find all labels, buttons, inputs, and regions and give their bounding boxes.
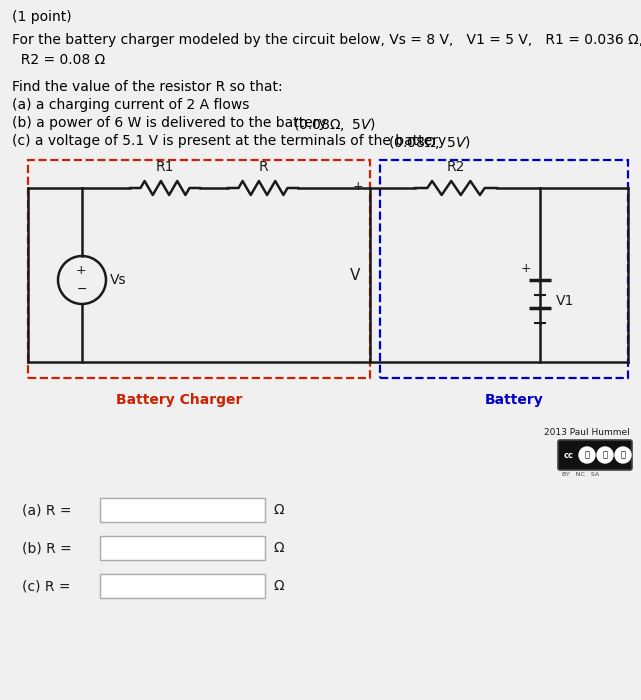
Text: (b) R =: (b) R = xyxy=(22,541,72,555)
Bar xyxy=(380,160,628,378)
Text: (c) a voltage of 5.1 V is present at the terminals of the battery: (c) a voltage of 5.1 V is present at the… xyxy=(12,134,451,148)
Text: (a) a charging current of 2 A flows: (a) a charging current of 2 A flows xyxy=(12,98,249,112)
Text: V1: V1 xyxy=(556,294,574,308)
Bar xyxy=(100,498,265,522)
Circle shape xyxy=(597,447,613,463)
Text: Find the value of the resistor R so that:: Find the value of the resistor R so that… xyxy=(12,80,283,94)
Text: R2 = 0.08 Ω: R2 = 0.08 Ω xyxy=(12,53,105,67)
Text: Ω: Ω xyxy=(273,541,283,555)
Text: +: + xyxy=(76,265,87,277)
Text: (a) R =: (a) R = xyxy=(22,503,72,517)
FancyBboxPatch shape xyxy=(558,440,632,470)
Bar xyxy=(28,160,370,378)
Text: For the battery charger modeled by the circuit below, Vs = 8 V,   V1 = 5 V,   R1: For the battery charger modeled by the c… xyxy=(12,33,641,47)
Bar xyxy=(100,536,265,560)
Text: −: − xyxy=(353,357,363,370)
Text: Ω: Ω xyxy=(273,579,283,593)
Text: V: V xyxy=(350,267,360,283)
Text: Vs: Vs xyxy=(110,273,127,287)
Text: R: R xyxy=(258,160,268,174)
Text: +: + xyxy=(520,262,531,274)
Text: Battery Charger: Battery Charger xyxy=(116,393,242,407)
Text: (b) a power of 6 W is delivered to the battery: (b) a power of 6 W is delivered to the b… xyxy=(12,116,331,130)
Text: +: + xyxy=(353,180,363,193)
Text: R2: R2 xyxy=(447,160,465,174)
Text: (c) R =: (c) R = xyxy=(22,579,71,593)
Text: $(0.08\Omega,\ 5V)$: $(0.08\Omega,\ 5V)$ xyxy=(388,134,471,151)
Circle shape xyxy=(615,447,631,463)
Text: ⓘ: ⓘ xyxy=(585,451,590,459)
Text: BY   NC   SA: BY NC SA xyxy=(562,472,599,477)
Text: ⓐ: ⓐ xyxy=(620,451,626,459)
Text: cc: cc xyxy=(564,451,574,459)
Circle shape xyxy=(579,447,595,463)
Text: (1 point): (1 point) xyxy=(12,10,72,24)
Text: Ω: Ω xyxy=(273,503,283,517)
Text: 2013 Paul Hummel: 2013 Paul Hummel xyxy=(544,428,630,437)
Text: Battery: Battery xyxy=(485,393,544,407)
Bar xyxy=(100,574,265,598)
Text: ⓢ: ⓢ xyxy=(603,451,608,459)
Text: −: − xyxy=(77,283,87,295)
Text: R1: R1 xyxy=(156,160,174,174)
Text: $(0.08\Omega,\ 5V)$: $(0.08\Omega,\ 5V)$ xyxy=(293,116,376,133)
